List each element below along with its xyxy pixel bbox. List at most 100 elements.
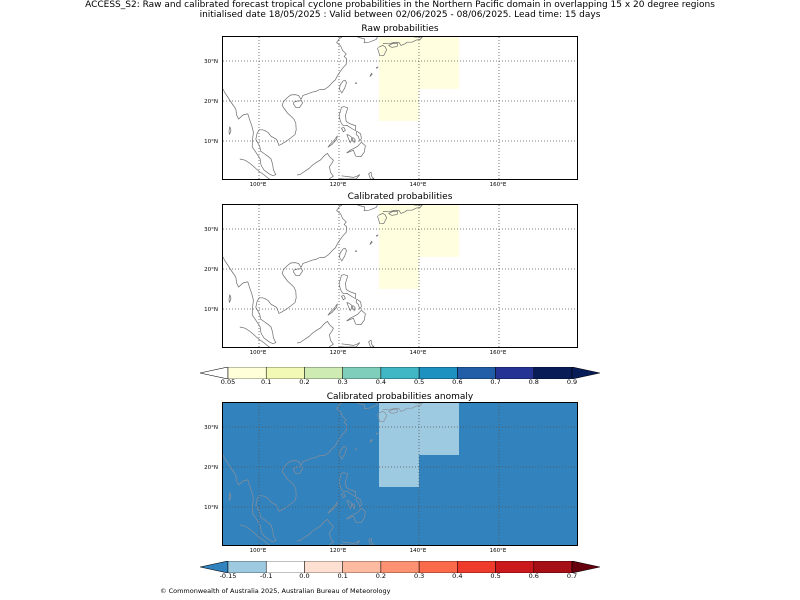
coastline <box>346 507 366 523</box>
coastline <box>346 134 352 144</box>
map-anomaly-svg <box>223 403 577 545</box>
colorbar-tick-label: 0.5 <box>490 572 501 580</box>
colorbar-tick-label: 0.0 <box>299 572 310 580</box>
coastline <box>377 45 387 57</box>
coastline <box>355 298 362 310</box>
coastline <box>369 72 373 77</box>
panel-title-calibrated: Calibrated probabilities <box>347 192 453 202</box>
coastline <box>339 445 347 460</box>
map-panel-calibrated <box>222 204 578 348</box>
coastline <box>293 100 304 109</box>
coastline <box>382 205 423 214</box>
coastline <box>369 438 373 443</box>
colorbar-tick-label: 0.5 <box>413 378 425 386</box>
lat-label: 20°N <box>204 267 218 273</box>
colorbar-probability <box>199 364 601 383</box>
coastline <box>368 171 375 179</box>
colorbar-anomaly-svg <box>199 560 601 574</box>
coastline <box>338 274 357 300</box>
colorbar-tick-label: 0.7 <box>490 378 501 386</box>
colorbar-tick-label: 0.1 <box>337 572 348 580</box>
coastline <box>346 500 352 510</box>
lon-label: 160°E <box>489 548 507 554</box>
lon-label: 140°E <box>409 182 427 188</box>
coastline <box>228 294 232 303</box>
coastline <box>339 540 361 545</box>
panel-title-raw: Raw probabilities <box>361 24 439 34</box>
colorbar-probability-svg <box>199 366 601 380</box>
lat-label: 30°N <box>204 227 218 233</box>
lat-label: 20°N <box>204 99 218 105</box>
coastline <box>352 305 356 312</box>
probability-region <box>419 205 459 257</box>
probability-region <box>419 37 459 89</box>
lon-label: 100°E <box>249 350 267 356</box>
coastline <box>239 524 271 545</box>
coastline <box>339 79 347 94</box>
coastline <box>377 411 387 423</box>
map-raw-svg <box>223 37 577 179</box>
colorbar-tick-label: 0.7 <box>566 572 578 580</box>
map-calibrated-svg <box>223 205 577 347</box>
lon-label: 140°E <box>409 548 427 554</box>
lat-label: 10°N <box>204 307 218 313</box>
coastline <box>296 320 334 347</box>
coastline <box>338 472 357 498</box>
colorbar-tick-label: 0.9 <box>566 378 578 386</box>
figure-title: ACCESS_S2: Raw and calibrated forecast t… <box>85 0 715 10</box>
lat-label: 30°N <box>204 59 218 65</box>
coastline <box>296 152 334 179</box>
lat-label: 30°N <box>204 425 218 431</box>
coastline <box>376 234 379 237</box>
panel-title-anomaly: Calibrated probabilities anomaly <box>326 392 474 402</box>
coastline <box>346 141 366 157</box>
coastline <box>340 493 346 499</box>
coastline <box>369 240 373 245</box>
coastline <box>357 37 378 43</box>
coastline <box>239 158 271 179</box>
colorbar-tick-label: 0.3 <box>337 378 348 386</box>
lon-label: 100°E <box>249 182 267 188</box>
probability-region <box>379 37 419 121</box>
lon-label: 160°E <box>489 182 507 188</box>
colorbar-tick-label: -0.1 <box>259 572 273 580</box>
lon-label: 160°E <box>489 350 507 356</box>
copyright-footer: © Commonwealth of Australia 2025, Austra… <box>160 587 391 595</box>
coastline <box>354 82 358 85</box>
coastline <box>327 135 338 148</box>
coastline <box>382 403 423 412</box>
figure-subtitle: initialised date 18/05/2025 : Valid betw… <box>199 10 601 20</box>
colorbar-tick-label: 0.6 <box>452 378 463 386</box>
coastline <box>228 126 232 135</box>
lon-label: 140°E <box>409 350 427 356</box>
lon-label: 120°E <box>329 548 347 554</box>
coastline <box>239 326 271 347</box>
coastline <box>354 250 358 253</box>
lon-label: 120°E <box>329 350 347 356</box>
coastline <box>388 409 399 414</box>
coastline <box>293 466 304 475</box>
coastline <box>228 492 232 501</box>
coastline <box>346 309 366 325</box>
coastline <box>357 403 378 409</box>
probability-region <box>379 403 419 487</box>
probability-region <box>379 205 419 289</box>
coastline <box>352 503 356 510</box>
coastline <box>388 211 399 216</box>
lat-label: 20°N <box>204 465 218 471</box>
coastline <box>339 174 361 179</box>
coastline <box>338 106 357 132</box>
coastline <box>296 518 334 545</box>
colorbar-over-arrow <box>571 366 601 380</box>
colorbar-tick-label: 0.05 <box>220 378 236 386</box>
coastline <box>355 496 362 508</box>
colorbar-over-arrow <box>571 560 601 574</box>
coastline <box>388 43 399 48</box>
coastline <box>223 205 347 345</box>
lon-label: 100°E <box>249 548 267 554</box>
lon-label: 120°E <box>329 182 347 188</box>
coastline <box>382 37 423 46</box>
colorbar-tick-label: -0.15 <box>219 572 237 580</box>
colorbar-tick-label: 0.4 <box>375 378 387 386</box>
colorbar-anomaly <box>199 558 601 577</box>
